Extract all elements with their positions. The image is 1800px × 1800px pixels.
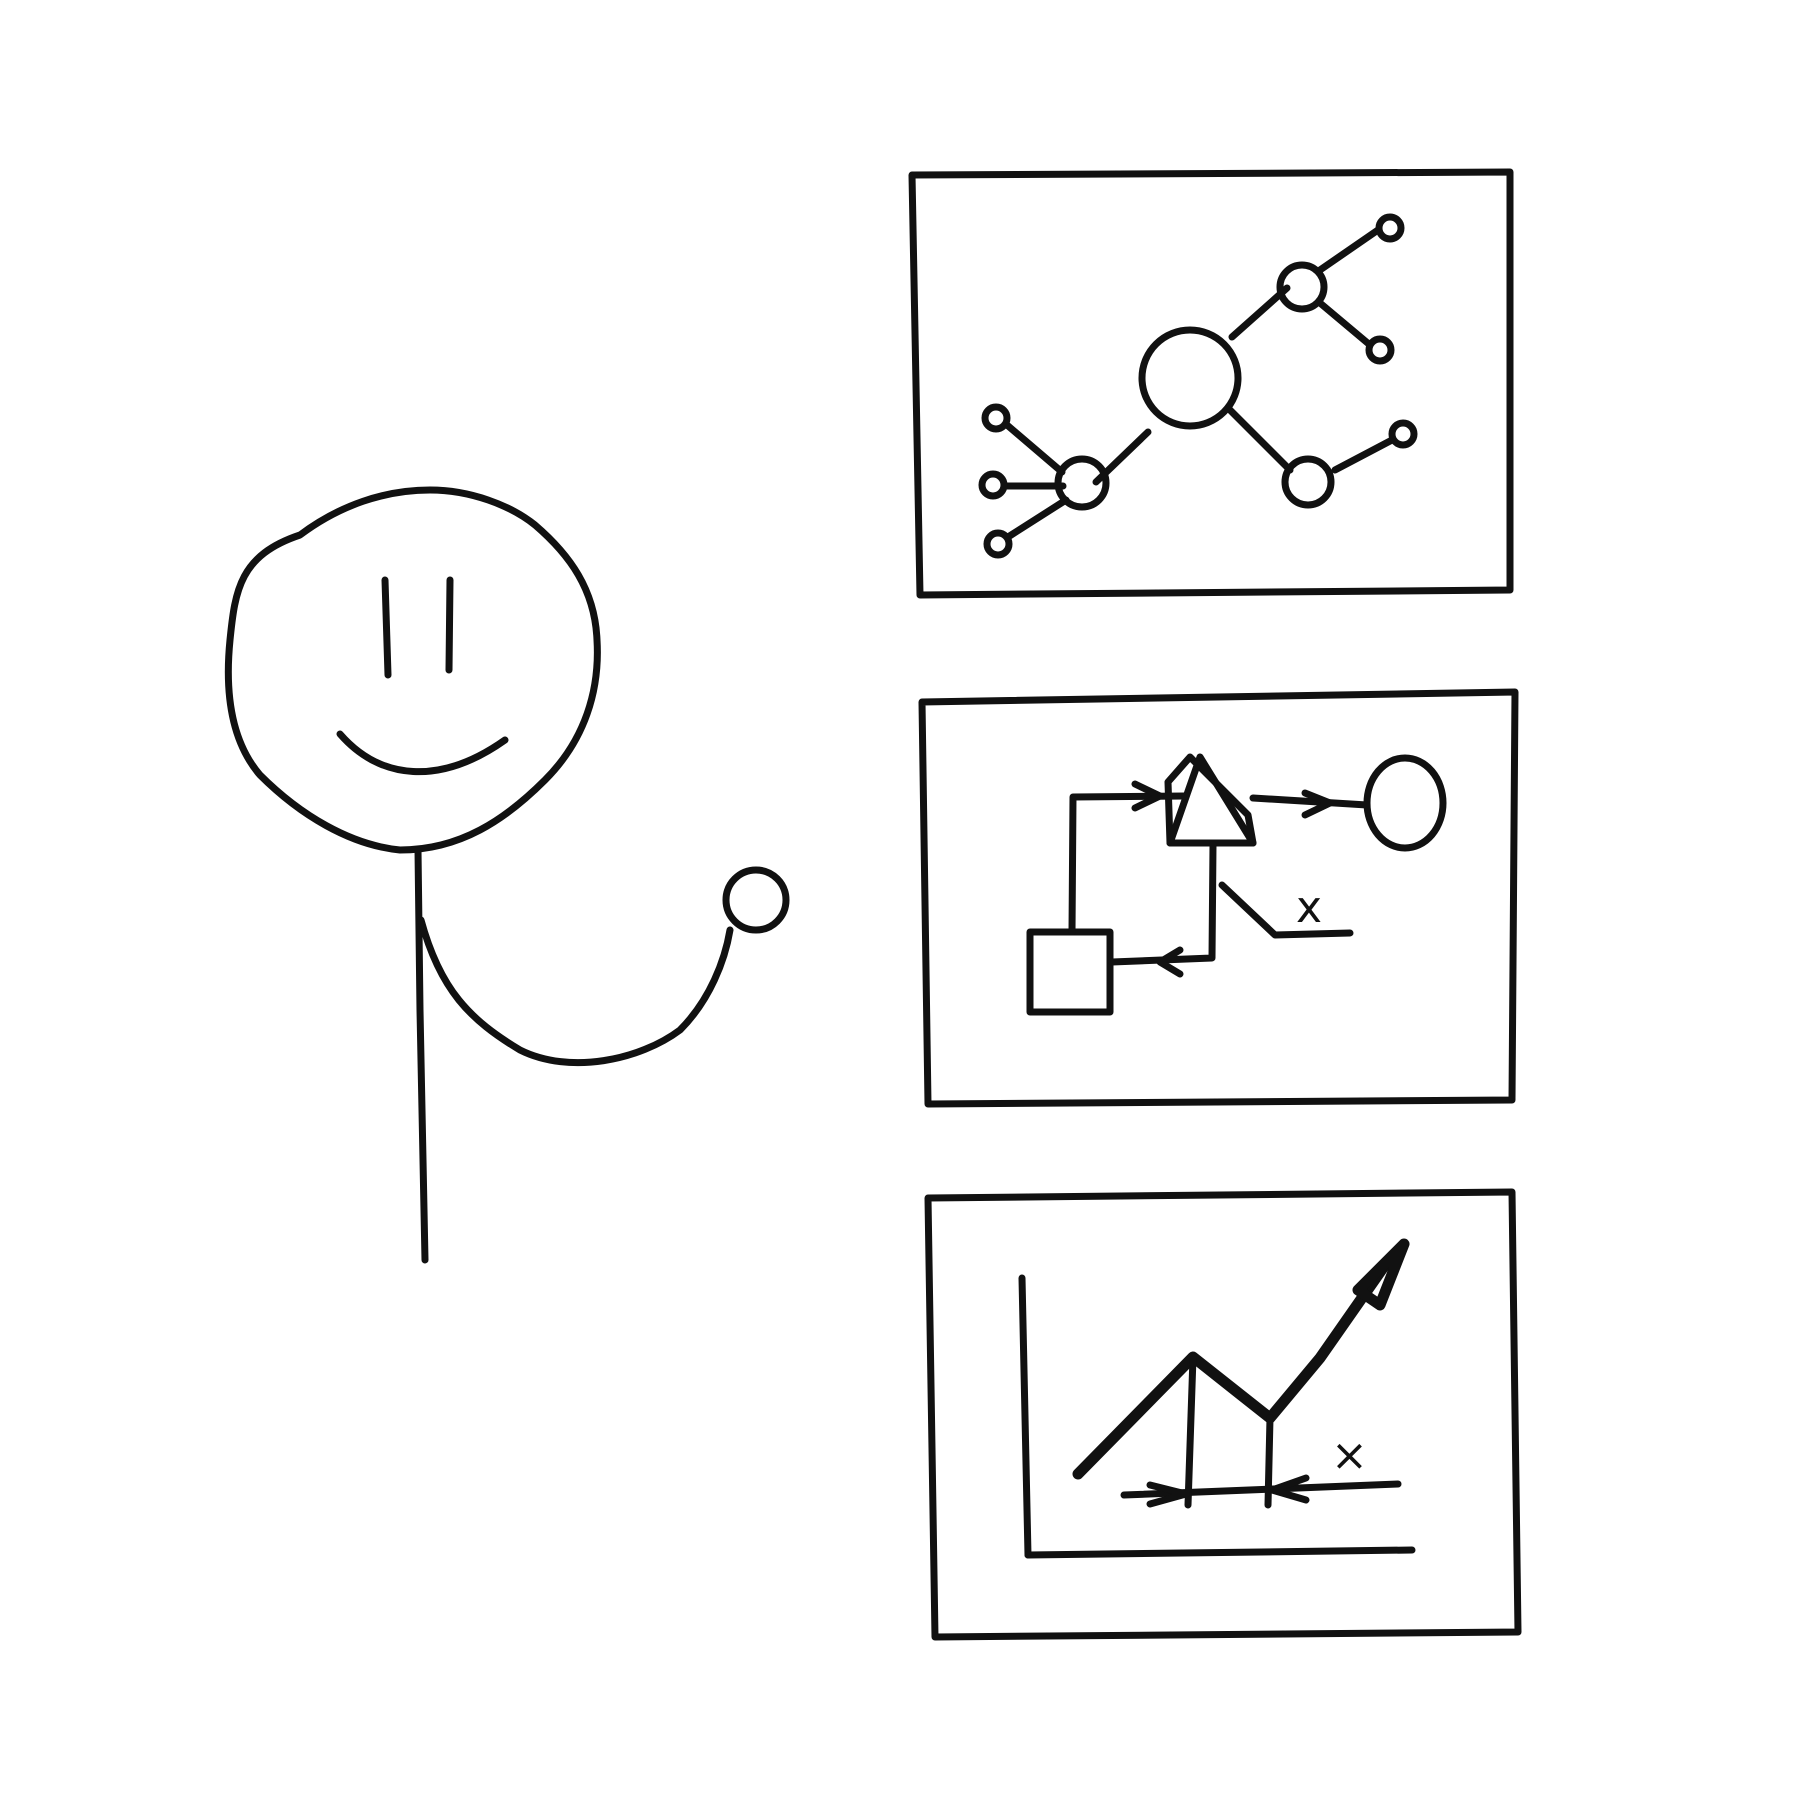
flow-connector (1068, 792, 1189, 936)
network-edge (1331, 436, 1396, 474)
chart-marker-arrow (1268, 1474, 1310, 1504)
network-edge (1004, 496, 1070, 541)
network-edges (1002, 226, 1396, 541)
stick-figure (224, 486, 790, 1264)
flow-connector (1108, 841, 1217, 966)
network-edge (1226, 406, 1294, 474)
chart-y-axis (1018, 1274, 1032, 1559)
figure-head (224, 486, 601, 854)
flow-arrowhead (1156, 946, 1184, 978)
chart-trend-arrowhead (1352, 1238, 1410, 1311)
flow-diagram-panel: x (918, 688, 1519, 1108)
figure-smile (336, 730, 509, 776)
flow-arrowhead (1131, 780, 1164, 812)
network-node (1281, 455, 1335, 509)
flow-arrowhead (1301, 789, 1334, 819)
line-chart-panel: × (924, 1188, 1522, 1641)
network-edge (1316, 299, 1374, 349)
flow-x-label: x (1296, 882, 1322, 933)
figure-right-eye (445, 576, 454, 674)
chart-panel-frame (924, 1188, 1522, 1641)
network-node (1054, 455, 1110, 511)
network-leaf-node (981, 403, 1011, 433)
network-hub-node (1138, 326, 1242, 430)
figure-body (414, 846, 429, 1264)
network-leaf-node (1388, 419, 1418, 449)
flow-input-line (1218, 881, 1354, 939)
chart-marker-arrow (1146, 1481, 1190, 1508)
figure-left-eye (381, 576, 392, 679)
chart-marker-line (1264, 1414, 1274, 1509)
flow-panel-frame (918, 688, 1519, 1108)
flow-connector (1249, 794, 1371, 809)
network-edge (1003, 421, 1066, 476)
chart-x-label: × (1331, 1430, 1368, 1481)
flow-circle-block (1363, 754, 1447, 852)
network-edge (1228, 284, 1291, 341)
chart-marker-line (1184, 1353, 1197, 1509)
network-edge (1316, 226, 1382, 274)
chart-x-axis (1024, 1546, 1416, 1559)
network-panel-frame (908, 168, 1514, 599)
network-leaf-node (978, 470, 1008, 500)
network-leaf-node (1375, 213, 1405, 243)
figure-hand (722, 866, 790, 934)
flow-square-block (1026, 928, 1114, 1016)
network-leaf-node (1365, 335, 1395, 365)
network-leaf-node (983, 529, 1013, 559)
figure-arm (417, 916, 734, 1067)
network-graph-panel (908, 168, 1514, 599)
network-node (1276, 261, 1328, 313)
